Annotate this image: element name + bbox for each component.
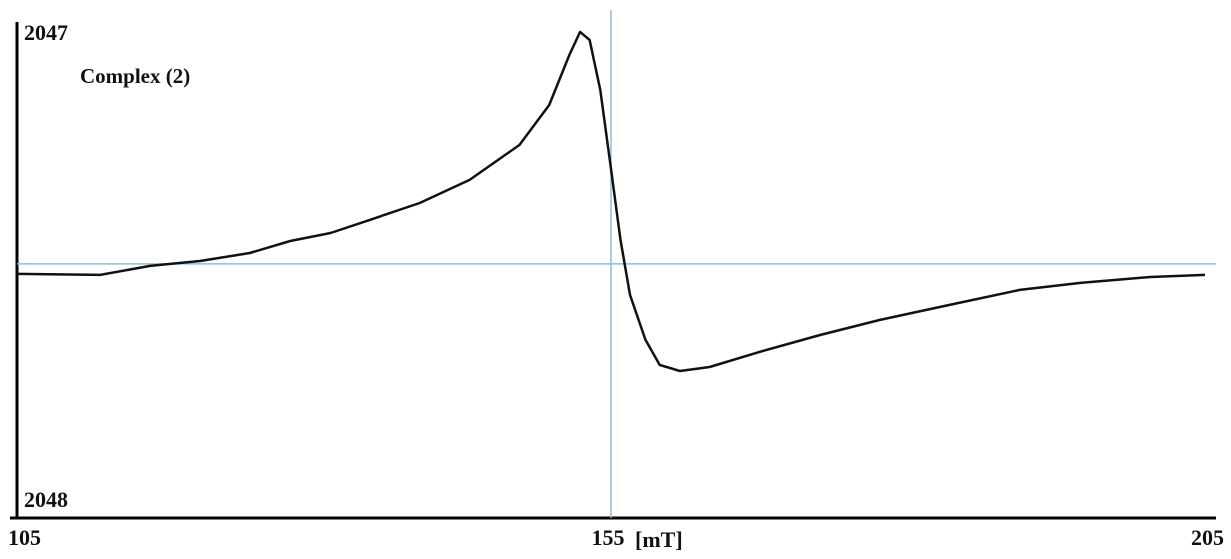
y-tick-label: 2048 (24, 487, 68, 512)
x-axis-label: [mT] (635, 527, 683, 552)
spectrum-line (16, 30, 1206, 373)
x-tick-label: 105 (8, 525, 41, 550)
chart-title: Complex (2) (80, 64, 190, 88)
y-tick-label: 2047 (24, 20, 68, 45)
x-tick-label: 205 (1191, 525, 1224, 550)
x-tick-label: 155 (592, 525, 625, 550)
